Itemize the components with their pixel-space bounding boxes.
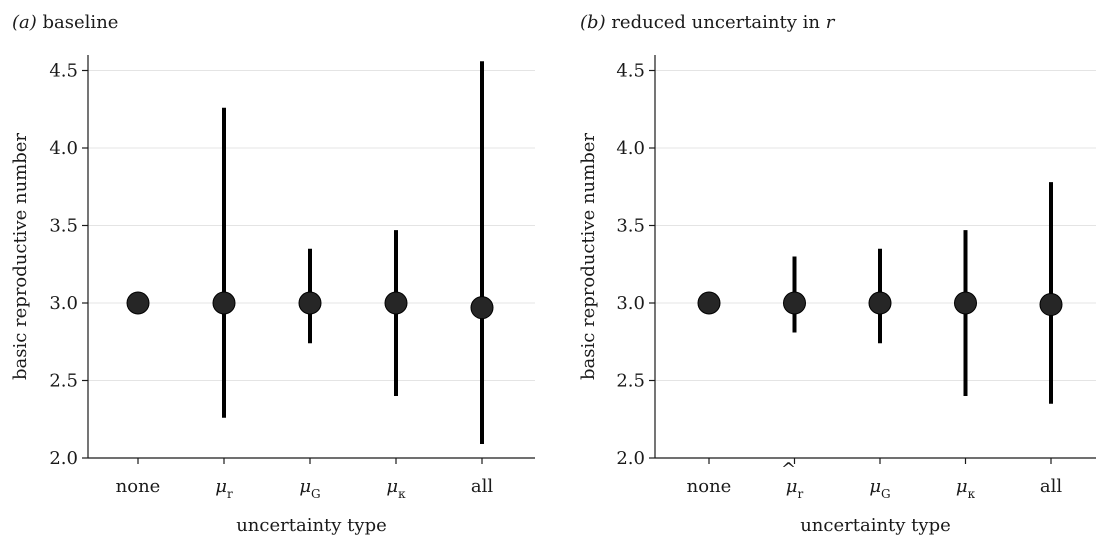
panel-b-xtick-label: μr [786,476,804,501]
panel-b-title: (b) reduced uncertainty in r [580,12,836,33]
panel-b-data-point [868,291,892,315]
panel-b-ytick-label: 4.0 [616,138,645,159]
panel-b-data-point [954,291,977,315]
panel-b-data-point [1039,293,1063,317]
panel-b-ytick-label: 2.0 [616,448,645,469]
panel-a-data-point [298,291,322,315]
panel-a-ytick-label: 2.0 [49,448,78,469]
panel-a-data-point [384,291,408,315]
panel-a-xtick-label: none [116,476,161,497]
panel-a-data-point [470,296,494,320]
panel-b-y-axis-label: basic reproductive number [578,133,599,380]
panel-a-xtick-label: μG [299,476,320,501]
panel-a-ytick-label: 4.5 [49,61,78,82]
panel-b-xtick-label: μG [869,476,890,501]
panel-b-data-point [697,291,721,315]
panel-b-ytick-label: 4.5 [616,61,645,82]
panel-b-ytick-label: 2.5 [616,371,645,392]
panel-a-x-axis-label: uncertainty type [236,515,387,536]
panel-b-xtick-label: μκ [956,476,976,501]
panel-b-ytick-label: 3.0 [616,293,645,314]
panel-b-x-axis-label: uncertainty type [800,515,951,536]
panel-a-ytick-label: 3.5 [49,216,78,237]
panel-b: 2.0 2.5 3.0 3.5 4.0 4.5 none μr^ μG μκ all uncertai… [578,55,1096,536]
panel-a-y-axis-label: basic reproductive number [10,133,31,380]
panel-a-ytick-label: 3.0 [49,293,78,314]
panel-a: 2.0 2.5 3.0 3.5 4.0 4.5 none μr μG μκ all uncertain… [10,55,535,536]
panel-b-xtick-label: all [1040,476,1062,497]
panel-a-xtick-label: μκ [386,476,406,501]
panel-a-data-point [126,291,150,315]
panel-b-xtick-label: none [687,476,732,497]
panel-a-ytick-label: 4.0 [49,138,78,159]
panel-a-xtick-label: μr [215,476,233,501]
panel-a-data-point [212,291,236,315]
panel-b-hat-accent: ^ [781,459,796,480]
panel-a-ytick-label: 2.5 [49,371,78,392]
panel-b-data-point [783,291,806,315]
panel-b-ytick-label: 3.5 [616,216,645,237]
panel-a-title: (a) baseline [12,12,118,33]
panel-a-xtick-label: all [471,476,493,497]
